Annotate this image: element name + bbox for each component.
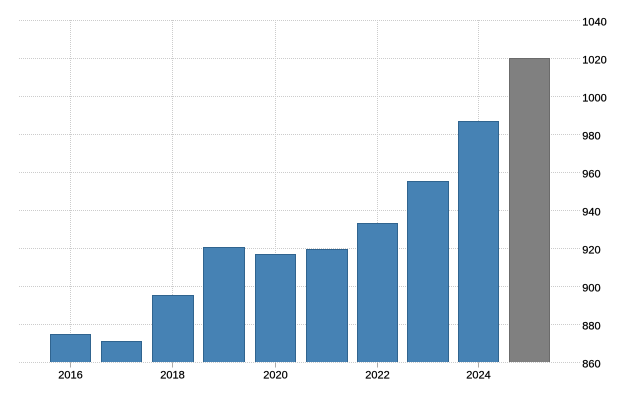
- svg-text:860: 860: [582, 359, 600, 371]
- svg-text:2024: 2024: [466, 369, 490, 381]
- svg-text:1040: 1040: [582, 17, 606, 29]
- svg-text:2018: 2018: [160, 369, 184, 381]
- svg-text:940: 940: [582, 207, 600, 219]
- svg-text:2016: 2016: [58, 369, 82, 381]
- svg-text:1020: 1020: [582, 55, 606, 67]
- svg-text:980: 980: [582, 131, 600, 143]
- svg-text:1000: 1000: [582, 93, 606, 105]
- svg-text:960: 960: [582, 169, 600, 181]
- svg-text:880: 880: [582, 321, 600, 333]
- svg-text:900: 900: [582, 283, 600, 295]
- svg-text:2020: 2020: [263, 369, 287, 381]
- svg-text:920: 920: [582, 245, 600, 257]
- svg-text:2022: 2022: [365, 369, 389, 381]
